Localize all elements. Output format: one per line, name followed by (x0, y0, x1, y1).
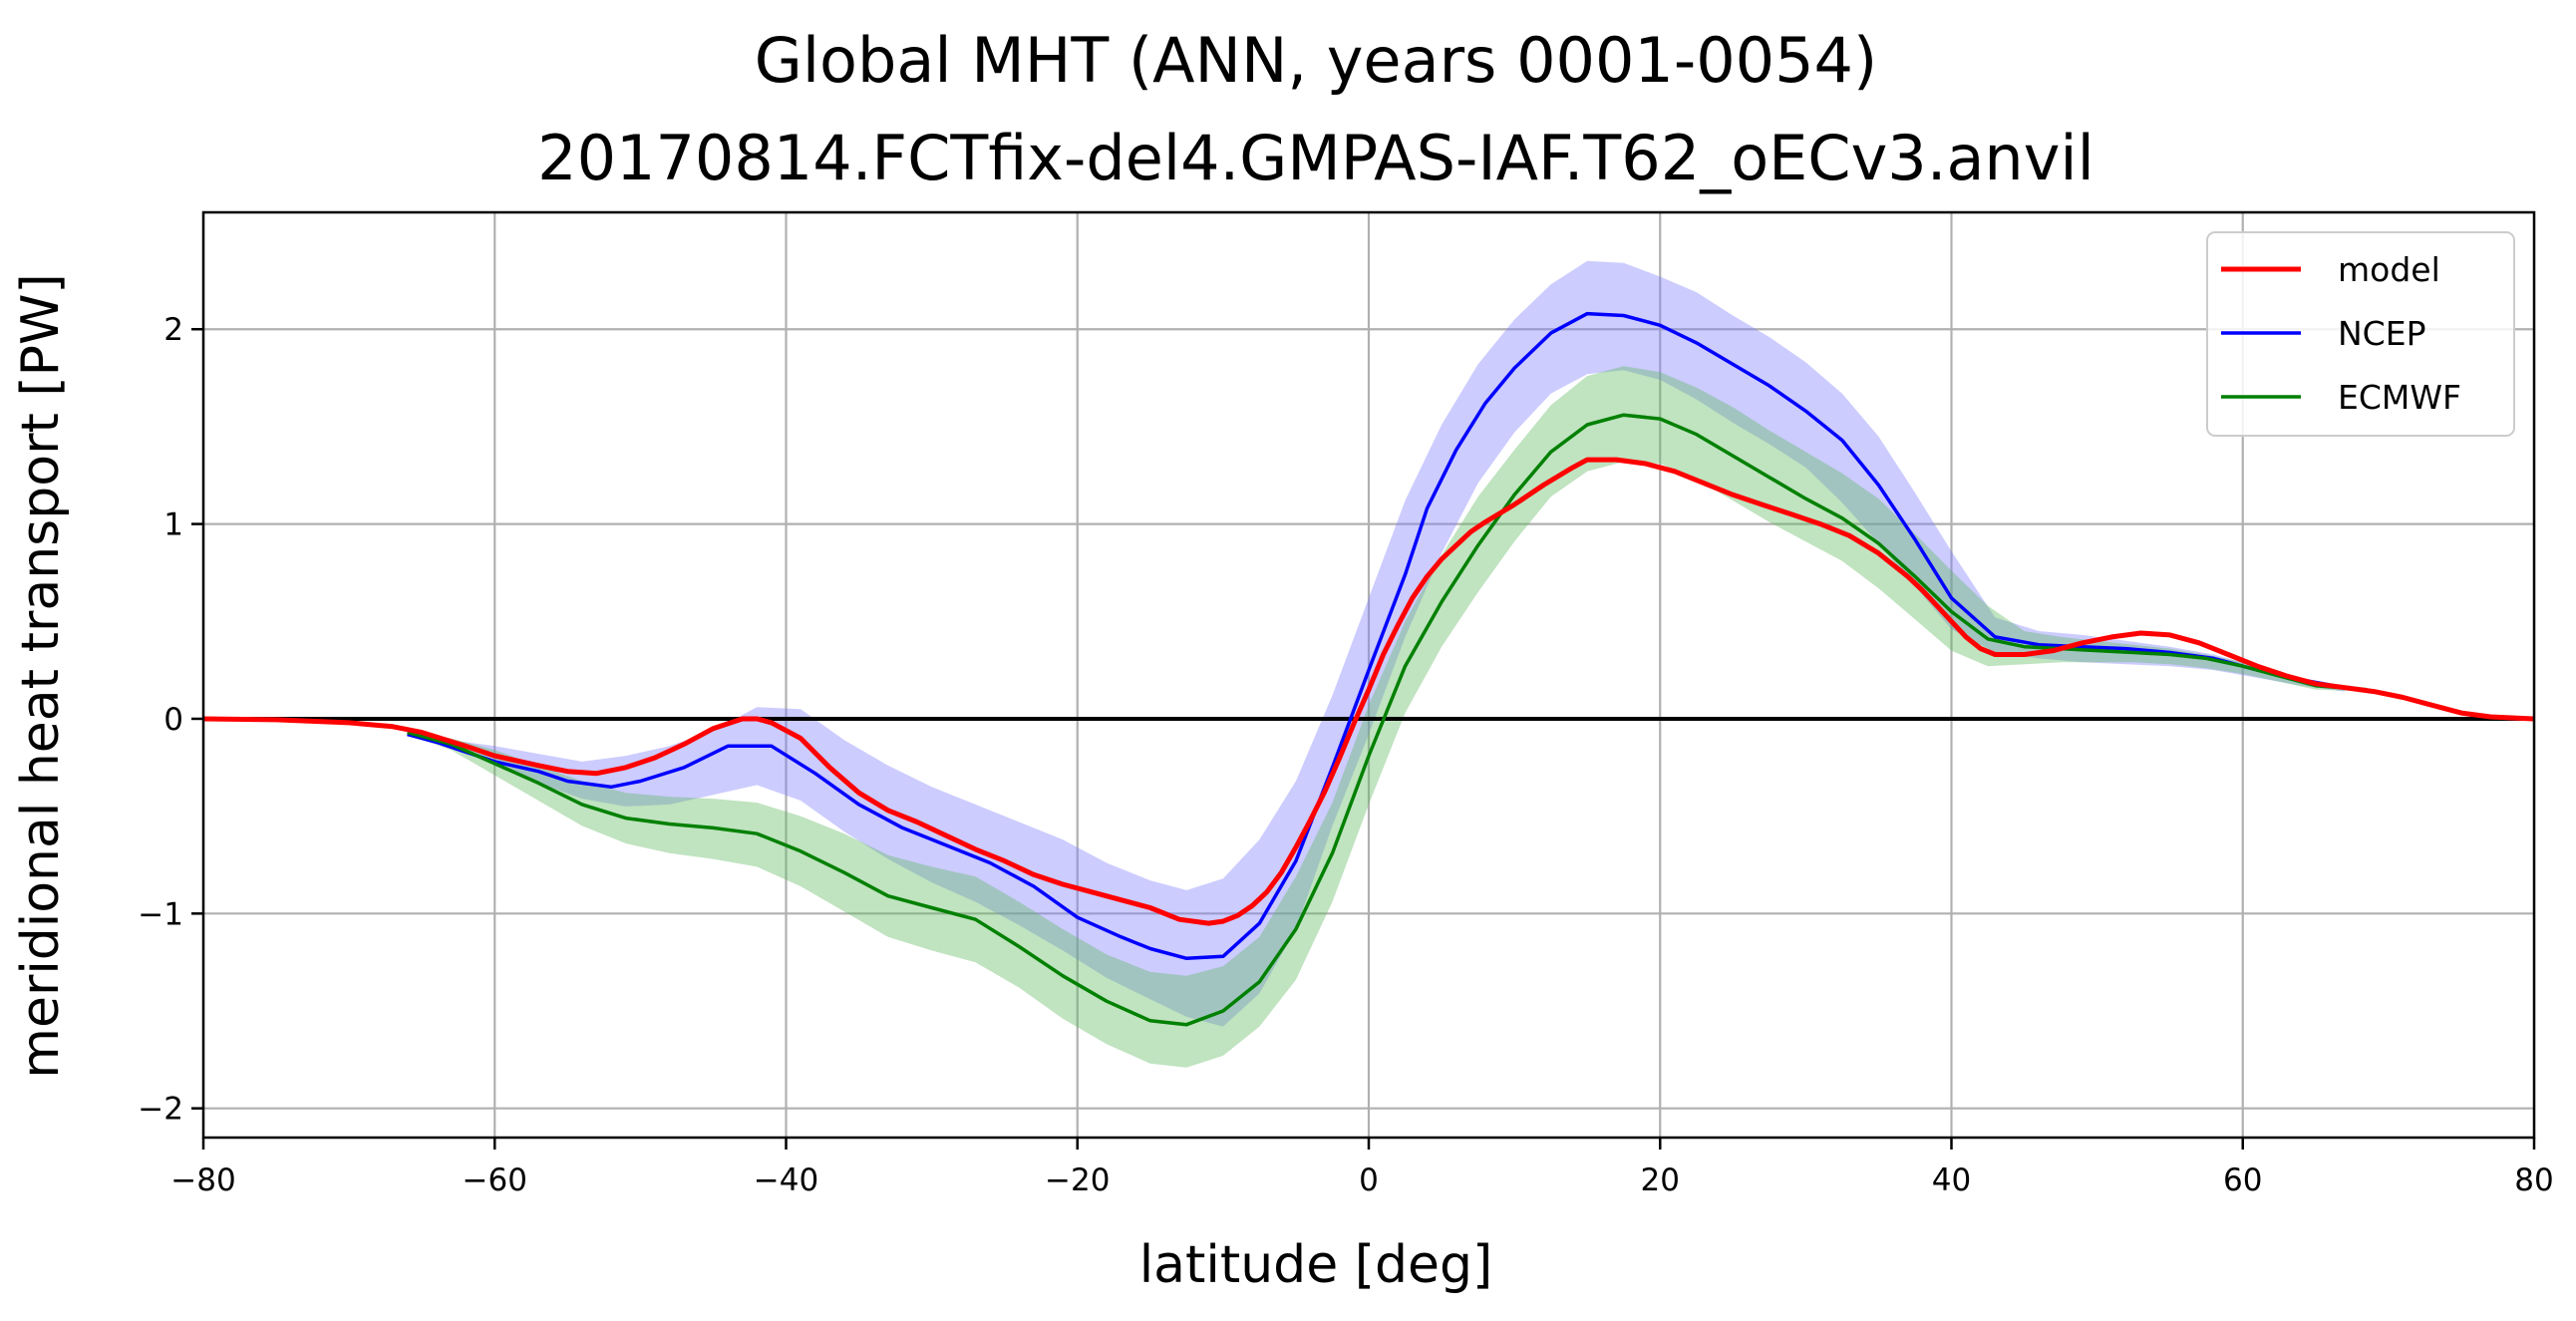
series-lines (202, 311, 2535, 1027)
legend-box (2206, 231, 2515, 437)
legend-label-ncep: NCEP (2338, 314, 2425, 353)
chart-title: Global MHT (ANN, years 0001-0054) (755, 24, 1877, 97)
x-tick-label: 80 (2514, 1162, 2553, 1198)
series-line-model (202, 457, 2535, 926)
axis-ticks: −80 −60 −40 −20 0 20 40 60 80 −2 −1 0 1 2 (138, 312, 2553, 1198)
x-tick-label: −60 (463, 1162, 527, 1198)
x-tick-label: −40 (754, 1162, 818, 1198)
y-tick-label: 0 (163, 702, 183, 738)
legend-label-model: model (2338, 250, 2440, 289)
series-line-ncep (407, 311, 2346, 961)
chart-subtitle: 20170814.FCTfix-del4.GMPAS-IAF.T62_oECv3… (537, 122, 2094, 194)
y-axis-label: meridional heat transport [PW] (11, 273, 71, 1078)
x-tick-label: 40 (1932, 1162, 1971, 1198)
x-tick-label: −20 (1045, 1162, 1110, 1198)
x-tick-label: 60 (2223, 1162, 2262, 1198)
x-tick-label: 20 (1641, 1162, 1680, 1198)
legend-label-ecmwf: ECMWF (2338, 378, 2461, 417)
y-tick-label: 2 (163, 312, 183, 348)
y-tick-label: −2 (138, 1092, 183, 1128)
y-tick-label: −1 (138, 896, 183, 932)
x-tick-label: −80 (170, 1162, 235, 1198)
uncertainty-bands (407, 260, 2368, 1068)
x-tick-label: 0 (1359, 1162, 1379, 1198)
y-tick-label: 1 (163, 507, 183, 543)
series-line-ecmwf (407, 413, 2368, 1027)
band-ncep (407, 260, 2346, 1027)
legend: model NCEP ECMWF (2206, 231, 2515, 437)
x-axis-label: latitude [deg] (1139, 1235, 1493, 1295)
